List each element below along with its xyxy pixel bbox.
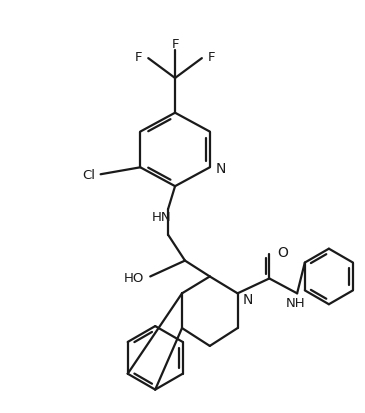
Text: F: F bbox=[135, 50, 142, 64]
Text: Cl: Cl bbox=[82, 169, 96, 181]
Text: HO: HO bbox=[124, 271, 144, 284]
Text: O: O bbox=[277, 245, 288, 259]
Text: N: N bbox=[242, 292, 253, 306]
Text: F: F bbox=[208, 50, 215, 64]
Text: F: F bbox=[171, 38, 179, 51]
Text: NH: NH bbox=[285, 296, 305, 309]
Text: N: N bbox=[215, 162, 226, 176]
Text: HN: HN bbox=[151, 211, 171, 224]
